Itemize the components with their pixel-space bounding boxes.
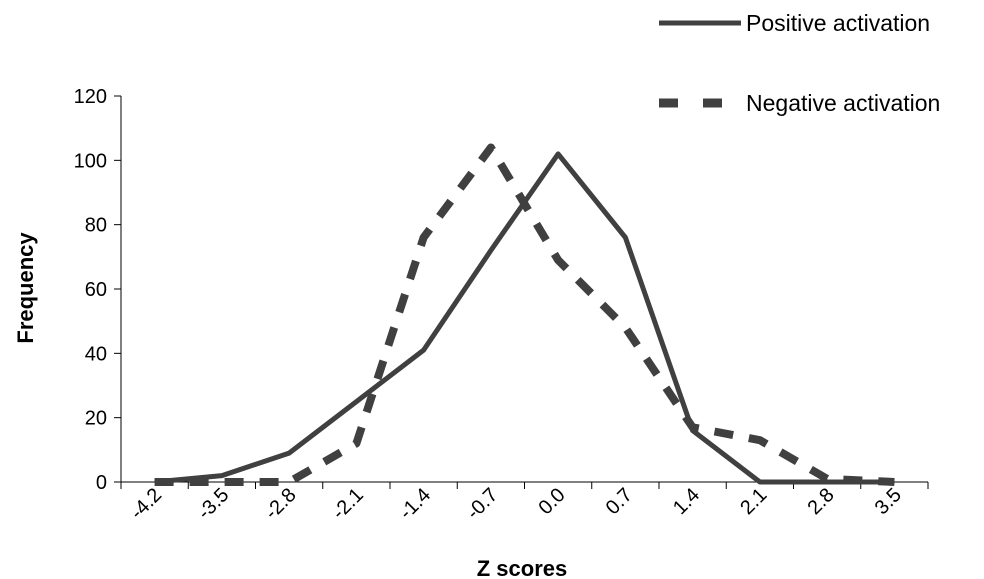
legend-label: Negative activation [746, 90, 940, 116]
axes: 0 20 40 60 80 100 120 -4.2 -3.5 -2.8 -2.1 -1.4 -0.7 0… [74, 86, 929, 524]
x-tick-label: -4.2 [126, 484, 166, 524]
x-tick-label: -2.8 [261, 484, 301, 524]
x-axis-title: Z scores [477, 556, 568, 579]
negative-activation-line [154, 143, 895, 486]
x-tick-label: -2.1 [328, 484, 368, 524]
x-tick-label: 0.0 [534, 484, 569, 519]
x-tick-label: 3.5 [871, 484, 906, 519]
positive-activation-line [154, 151, 895, 485]
y-tick-label: 120 [74, 86, 107, 108]
x-tick-label: -0.7 [462, 484, 502, 524]
x-tick-label: 0.7 [602, 484, 637, 519]
y-tick-label: 80 [85, 215, 107, 237]
x-tick-label: 2.1 [736, 484, 771, 519]
x-tick-label: 1.4 [669, 484, 704, 519]
y-tick-label: 20 [85, 408, 107, 430]
y-tick-label: 0 [96, 472, 107, 494]
y-tick-label: 60 [85, 279, 107, 301]
x-tick-label: 2.8 [803, 484, 838, 519]
y-tick-label: 100 [74, 150, 107, 172]
x-tick-label: -3.5 [193, 484, 233, 524]
y-axis-title: Frequency [13, 232, 38, 344]
y-tick-label: 40 [85, 343, 107, 365]
legend-label: Positive activation [746, 10, 930, 36]
x-tick-label: -1.4 [395, 484, 435, 524]
series-layer [154, 143, 895, 486]
legend: Positive activation Negative activation [659, 10, 940, 116]
